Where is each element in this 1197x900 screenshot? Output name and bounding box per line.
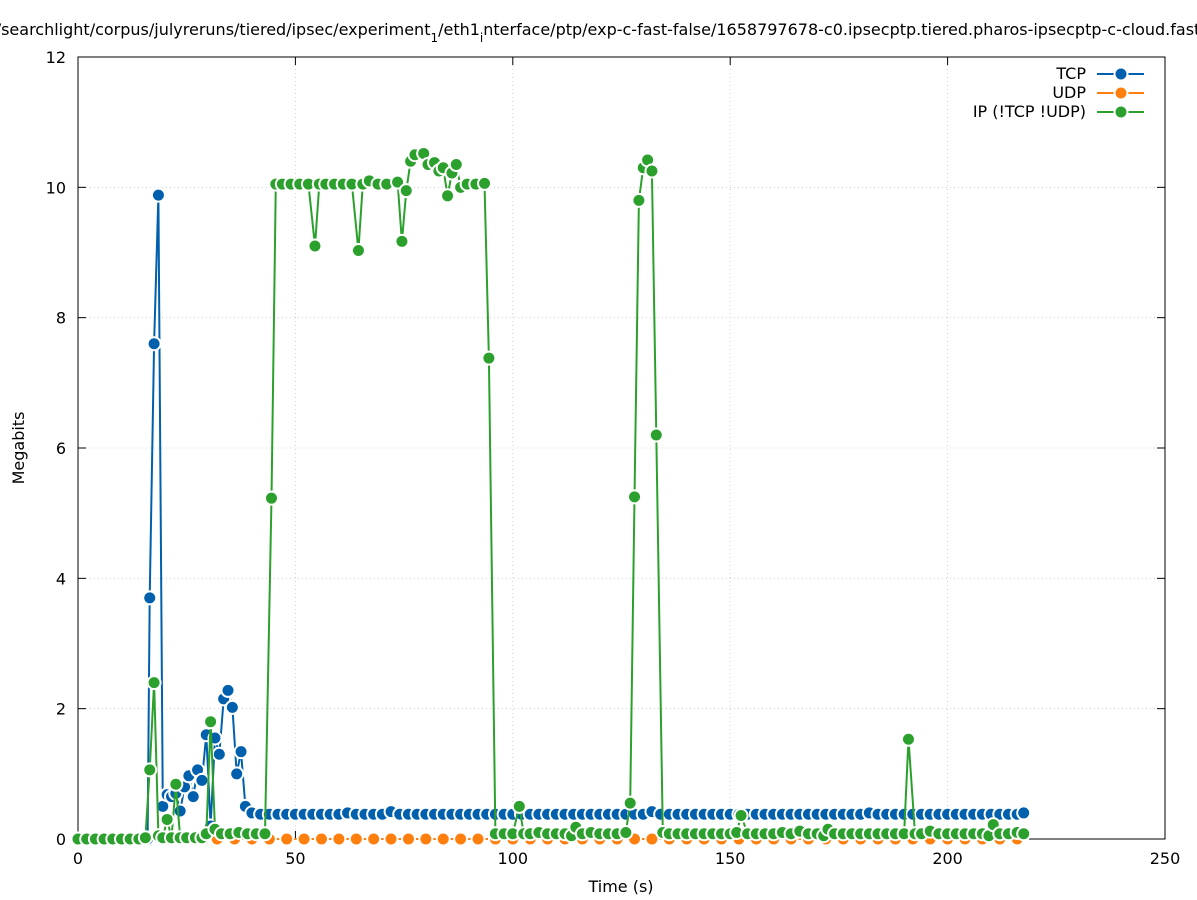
x-tick-label: 250 (1150, 849, 1181, 868)
data-point (203, 714, 219, 730)
data-point (400, 831, 416, 847)
data-point (168, 776, 184, 792)
data-point (229, 766, 245, 782)
data-point (257, 826, 273, 842)
data-point (900, 731, 916, 747)
y-axis-title: Megabits (9, 412, 28, 485)
data-point (146, 336, 162, 352)
data-point (383, 831, 399, 847)
chart-title: /searchlight/corpus/julyreruns/tiered/ip… (0, 20, 1197, 45)
plot-frame (77, 56, 1166, 840)
data-point (211, 746, 227, 762)
data-point (477, 175, 493, 191)
data-point (159, 811, 175, 827)
data-point (279, 831, 295, 847)
data-point (627, 489, 643, 505)
legend-label: TCP (1055, 64, 1086, 83)
data-point (233, 744, 249, 760)
data-point (350, 243, 366, 259)
x-tick-label: 0 (73, 849, 83, 868)
y-tick-label: 4 (56, 569, 66, 588)
data-point (398, 183, 414, 199)
y-tick-label: 12 (46, 48, 66, 67)
data-point (644, 163, 660, 179)
data-point (644, 831, 660, 847)
data-point (150, 187, 166, 203)
data-point (142, 762, 158, 778)
data-point (172, 803, 188, 819)
data-point (220, 682, 236, 698)
data-point (142, 590, 158, 606)
x-axis-title: Time (s) (587, 877, 653, 896)
data-point (481, 350, 497, 366)
data-point (394, 233, 410, 249)
series-layer (70, 145, 1032, 847)
data-point (733, 808, 749, 824)
data-point (1016, 805, 1032, 821)
data-point (194, 772, 210, 788)
series-ip-tcp-udp (70, 145, 1032, 847)
data-point (511, 798, 527, 814)
legend-label: UDP (1052, 83, 1086, 102)
data-point (1016, 826, 1032, 842)
y-tick-label: 6 (56, 439, 66, 458)
data-point (307, 238, 323, 254)
data-point (390, 174, 406, 190)
y-tick-label: 10 (46, 178, 66, 197)
data-point (224, 699, 240, 715)
data-point (470, 831, 486, 847)
data-point (263, 490, 279, 506)
x-tick-label: 50 (285, 849, 305, 868)
data-point (440, 188, 456, 204)
x-tick-label: 100 (498, 849, 529, 868)
legend-marker (1113, 85, 1129, 101)
y-tick-label: 8 (56, 309, 66, 328)
data-point (631, 192, 647, 208)
data-point (648, 427, 664, 443)
grid (78, 57, 1165, 839)
legend-marker (1113, 66, 1129, 82)
data-point (453, 831, 469, 847)
data-point (137, 830, 153, 846)
data-point (185, 789, 201, 805)
series-tcp (70, 187, 1032, 847)
x-tick-label: 150 (715, 849, 746, 868)
legend-label: IP (!TCP !UDP) (973, 102, 1086, 121)
data-point (366, 831, 382, 847)
y-tick-label: 0 (56, 830, 66, 849)
data-point (435, 831, 451, 847)
data-point (618, 824, 634, 840)
data-point (448, 157, 464, 173)
y-tick-label: 2 (56, 700, 66, 719)
x-tick-label: 200 (932, 849, 963, 868)
data-point (313, 831, 329, 847)
data-point (146, 675, 162, 691)
data-point (296, 831, 312, 847)
data-point (418, 831, 434, 847)
data-point (331, 831, 347, 847)
data-point (348, 831, 364, 847)
data-point (622, 795, 638, 811)
axis-ticks: 0 50 100 150 200 250 0 2 4 6 8 10 12 (46, 48, 1181, 868)
legend-marker (1113, 104, 1129, 120)
